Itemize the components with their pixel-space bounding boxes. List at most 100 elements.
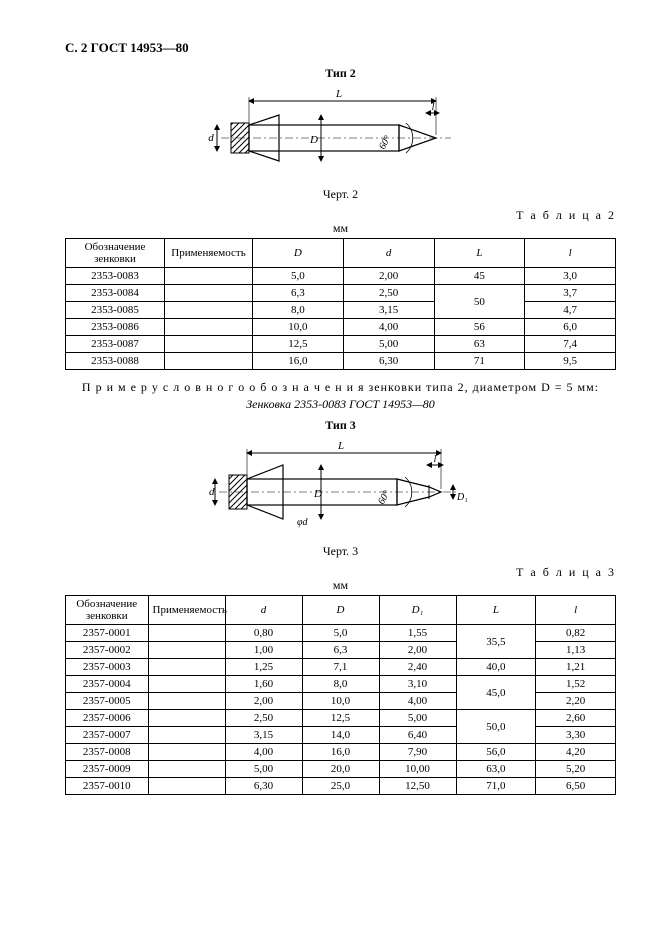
table3-cell xyxy=(148,642,225,659)
svg-text:L: L xyxy=(336,440,343,452)
table3-cell: 0,80 xyxy=(225,625,302,642)
table-row: 2357-00084,0016,07,9056,04,20 xyxy=(66,744,616,761)
table3-col-0: Обозначение зенковки xyxy=(66,596,149,625)
table3-cell: 2,00 xyxy=(379,642,456,659)
table3-cell: 0,82 xyxy=(536,625,616,642)
fig2-title: Тип 2 xyxy=(65,66,616,81)
fig2-caption: Черт. 2 xyxy=(65,187,616,202)
table3-cell: 2357-0009 xyxy=(66,761,149,778)
table2-col-2: D xyxy=(253,239,344,268)
table3-cell: 2,00 xyxy=(225,693,302,710)
table3-cell: 3,15 xyxy=(225,727,302,744)
table3-cell: 2,50 xyxy=(225,710,302,727)
table3-cell: 2357-0005 xyxy=(66,693,149,710)
table3-col-2: d xyxy=(225,596,302,625)
table3-unit: мм xyxy=(65,578,616,593)
table3-cell: 4,00 xyxy=(379,693,456,710)
table2-cell: 6,0 xyxy=(525,319,616,336)
table2-col-5: l xyxy=(525,239,616,268)
example-line2: Зенковка 2353-0083 ГОСТ 14953—80 xyxy=(65,397,616,412)
table3-cell: 6,50 xyxy=(536,778,616,795)
table3-cell: 2,20 xyxy=(536,693,616,710)
svg-text:d: d xyxy=(208,132,214,144)
table-row: 2353-008610,04,00566,0 xyxy=(66,319,616,336)
table2-col-1: Применяемость xyxy=(165,239,253,268)
table-row: 2353-008712,55,00637,4 xyxy=(66,336,616,353)
svg-text:l: l xyxy=(433,454,436,465)
table2-cell: 12,5 xyxy=(253,336,344,353)
table3-cell: 14,0 xyxy=(302,727,379,744)
table2-cell: 6,3 xyxy=(253,285,344,302)
table3-cell: 2357-0001 xyxy=(66,625,149,642)
table3-cell: 1,13 xyxy=(536,642,616,659)
table2-cell: 71 xyxy=(434,353,525,370)
table3-col-4: D₁ xyxy=(379,596,456,625)
table3-cell xyxy=(148,778,225,795)
table3-cell: 2357-0008 xyxy=(66,744,149,761)
table2-cell: 9,5 xyxy=(525,353,616,370)
table2-cell xyxy=(165,336,253,353)
table-row: 2357-00041,608,03,1045,01,52 xyxy=(66,676,616,693)
table2: Обозначение зенковкиПрименяемостьDdLl235… xyxy=(65,238,616,370)
table3-cell: 1,52 xyxy=(536,676,616,693)
table2-cell: 45 xyxy=(434,268,525,285)
svg-text:D: D xyxy=(313,488,322,500)
table3-cell: 5,00 xyxy=(379,710,456,727)
table2-cell: 50 xyxy=(434,285,525,319)
table2-cell: 63 xyxy=(434,336,525,353)
table3-cell: 2357-0007 xyxy=(66,727,149,744)
svg-text:60°: 60° xyxy=(377,134,394,152)
table3-cell: 2,40 xyxy=(379,659,456,676)
table2-cell: 3,15 xyxy=(343,302,434,319)
table3-cell: 7,1 xyxy=(302,659,379,676)
table3-cell: 1,00 xyxy=(225,642,302,659)
svg-text:L: L xyxy=(334,88,341,100)
table3-cell: 2357-0004 xyxy=(66,676,149,693)
svg-text:D: D xyxy=(309,134,318,146)
table3-cell: 1,60 xyxy=(225,676,302,693)
page-header: С. 2 ГОСТ 14953—80 xyxy=(65,40,616,56)
table2-cell: 5,0 xyxy=(253,268,344,285)
table3-cell: 5,00 xyxy=(225,761,302,778)
table2-col-4: L xyxy=(434,239,525,268)
table3-cell: 2357-0003 xyxy=(66,659,149,676)
table3-cell: 4,20 xyxy=(536,744,616,761)
table-row: 2357-00095,0020,010,0063,05,20 xyxy=(66,761,616,778)
table2-cell: 6,30 xyxy=(343,353,434,370)
svg-text:60°: 60° xyxy=(376,489,393,507)
table3-cell xyxy=(148,710,225,727)
svg-text:l: l xyxy=(431,102,434,113)
table2-cell: 2353-0088 xyxy=(66,353,165,370)
table3-col-5: L xyxy=(456,596,536,625)
table2-cell xyxy=(165,268,253,285)
table2-cell xyxy=(165,319,253,336)
table3-cell: 2357-0002 xyxy=(66,642,149,659)
table-row: 2353-008816,06,30719,5 xyxy=(66,353,616,370)
table3-cell: 63,0 xyxy=(456,761,536,778)
table-row: 2353-00846,32,50503,7 xyxy=(66,285,616,302)
table2-cell: 4,7 xyxy=(525,302,616,319)
table3-col-6: l xyxy=(536,596,616,625)
table3-cell: 12,50 xyxy=(379,778,456,795)
table3-cell xyxy=(148,625,225,642)
svg-text:d: d xyxy=(209,486,215,498)
table-row: 2353-00858,03,154,7 xyxy=(66,302,616,319)
svg-text:D₁: D₁ xyxy=(456,492,468,503)
table3-cell: 56,0 xyxy=(456,744,536,761)
table3-cell: 5,20 xyxy=(536,761,616,778)
page: С. 2 ГОСТ 14953—80 Тип 2 L xyxy=(0,0,661,936)
table3-cell: 20,0 xyxy=(302,761,379,778)
table3-cell: 2357-0006 xyxy=(66,710,149,727)
table2-cell: 2353-0085 xyxy=(66,302,165,319)
table2-cell: 2353-0084 xyxy=(66,285,165,302)
table2-cell xyxy=(165,302,253,319)
table2-cell: 2,50 xyxy=(343,285,434,302)
fig3-diagram: L d D D₁ l 60° φd xyxy=(201,435,481,540)
table-row: 2357-00106,3025,012,5071,06,50 xyxy=(66,778,616,795)
table2-cell: 3,0 xyxy=(525,268,616,285)
fig3-caption: Черт. 3 xyxy=(65,544,616,559)
table3-cell: 2357-0010 xyxy=(66,778,149,795)
table3-cell xyxy=(148,659,225,676)
table3-cell: 3,30 xyxy=(536,727,616,744)
table3-col-3: D xyxy=(302,596,379,625)
